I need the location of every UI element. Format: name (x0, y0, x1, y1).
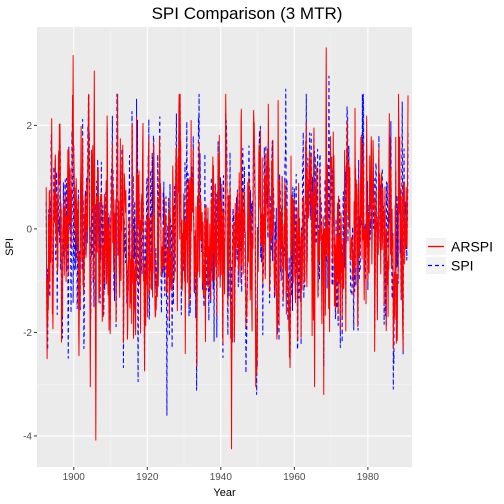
x-tick-label: 1940 (210, 472, 233, 483)
x-tick-label: 1920 (136, 472, 159, 483)
x-axis: 1900 1920 1940 1960 1980 (63, 467, 380, 483)
series-line-arspi (45, 47, 409, 450)
y-tick-label: -2 (23, 328, 32, 339)
x-tick-label: 1980 (357, 472, 380, 483)
legend-label-arspi: ARSPI (451, 239, 493, 255)
legend-label-spi: SPI (451, 258, 474, 274)
y-axis-title: SPI (4, 238, 16, 256)
x-tick-label: 1900 (63, 472, 86, 483)
chart-title: SPI Comparison (3 MTR) (152, 4, 343, 23)
y-axis: 2 0 -2 -4 (23, 121, 37, 442)
y-tick-label: 2 (26, 121, 32, 132)
plot-panel (37, 27, 412, 467)
y-tick-label: -4 (23, 431, 32, 442)
legend: ARSPI SPI (426, 238, 493, 274)
x-tick-label: 1960 (283, 472, 306, 483)
y-tick-label: 0 (26, 224, 32, 235)
series-lines (45, 47, 409, 450)
x-axis-title: Year (213, 487, 236, 499)
